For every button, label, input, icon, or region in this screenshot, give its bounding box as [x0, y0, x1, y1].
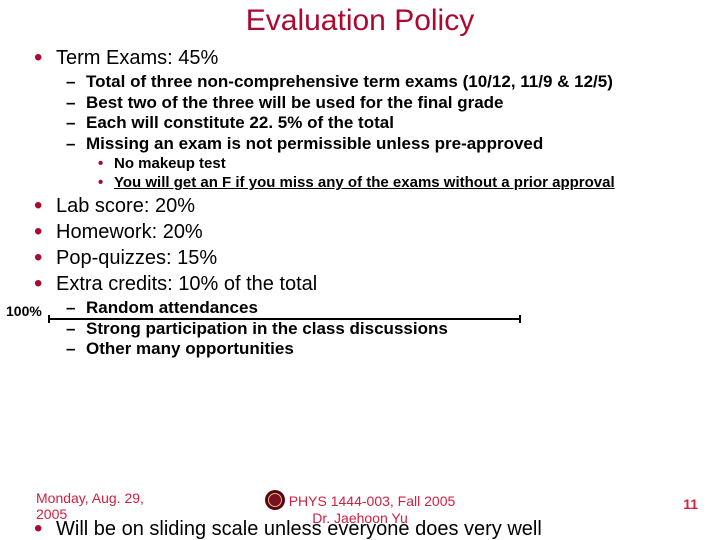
sub-item: Random attendances: [86, 298, 698, 318]
sub-item: Other many opportunities: [86, 339, 698, 359]
bullet-popquiz: Pop-quizzes: 15%: [56, 246, 698, 270]
sub-item: Total of three non-comprehensive term ex…: [86, 72, 698, 92]
bullet-text: Term Exams: 45%: [56, 47, 218, 69]
slide: Evaluation Policy Term Exams: 45% Total …: [0, 0, 720, 540]
bullet-term-exams: Term Exams: 45% Total of three non-compr…: [56, 46, 698, 192]
footer: Monday, Aug. 29, 2005 PHYS 1444-003, Fal…: [0, 488, 720, 536]
bullet-list: Term Exams: 45% Total of three non-compr…: [56, 46, 698, 359]
footer-center: PHYS 1444-003, Fall 2005 Dr. Jaehoon Yu: [0, 490, 720, 526]
footer-course: PHYS 1444-003, Fall 2005: [289, 493, 456, 509]
seal-icon: [265, 490, 285, 510]
bullet-extra: Extra credits: 10% of the total Random a…: [56, 272, 698, 359]
sub-item-text: Missing an exam is not permissible unles…: [86, 134, 543, 153]
bullet-homework: Homework: 20%: [56, 220, 698, 244]
subsub-item-underline: You will get an F if you miss any of the…: [114, 174, 615, 191]
hundred-percent-label: 100%: [6, 303, 54, 319]
sublist-extra: Random attendances Strong participation …: [86, 298, 698, 359]
footer-author: Dr. Jaehoon Yu: [312, 510, 407, 526]
subsublist: No makeup test You will get an F if you …: [114, 155, 698, 192]
brace-annotation: [48, 318, 521, 320]
slide-title: Evaluation Policy: [22, 4, 698, 38]
sub-item: Strong participation in the class discus…: [86, 319, 698, 339]
sub-item: Missing an exam is not permissible unles…: [86, 134, 698, 193]
sub-item: Each will constitute 22. 5% of the total: [86, 113, 698, 133]
subsub-item: No makeup test: [114, 155, 698, 173]
bullet-text: Extra credits: 10% of the total: [56, 273, 317, 295]
sub-item: Best two of the three will be used for t…: [86, 93, 698, 113]
footer-page-number: 11: [683, 496, 698, 512]
bullet-lab: Lab score: 20%: [56, 194, 698, 218]
sublist-term: Total of three non-comprehensive term ex…: [86, 72, 698, 192]
subsub-item: You will get an F if you miss any of the…: [114, 174, 698, 192]
